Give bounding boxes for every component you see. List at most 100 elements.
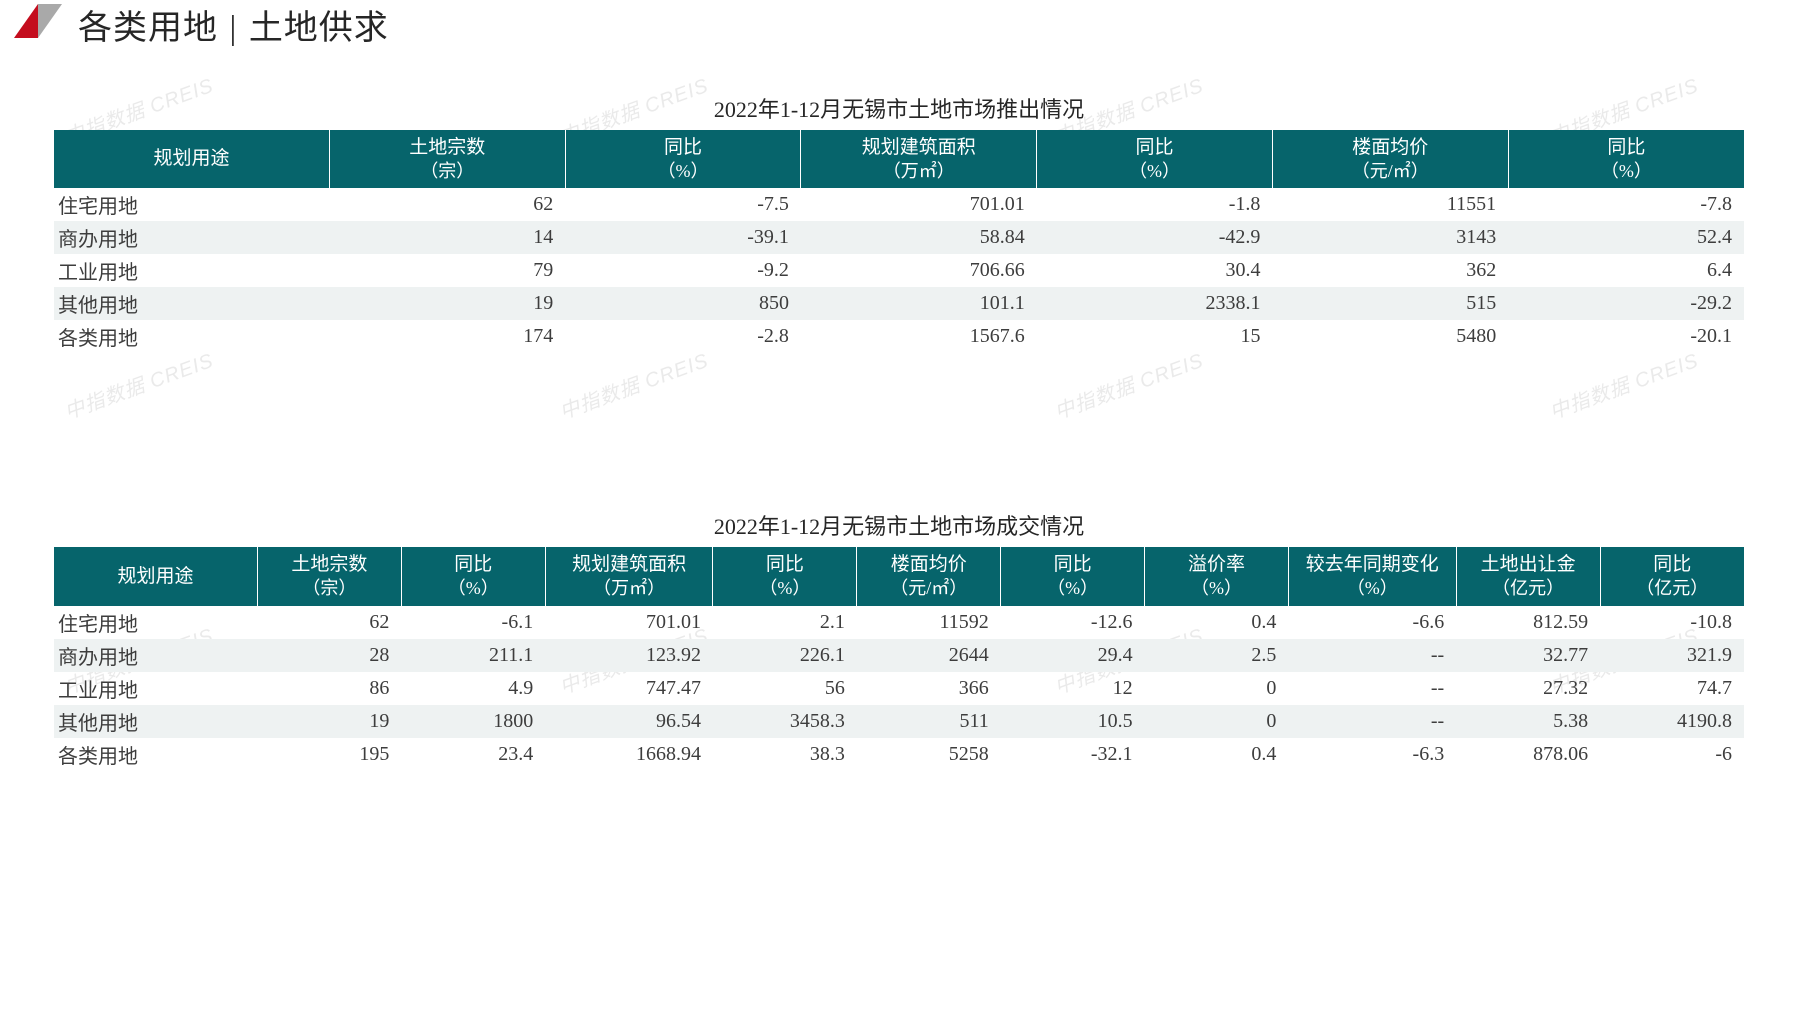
row-label: 各类用地 — [54, 738, 257, 771]
cell-value: 56 — [713, 672, 857, 705]
cell-value: 19 — [257, 705, 401, 738]
cell-value: 747.47 — [545, 672, 713, 705]
row-label: 住宅用地 — [54, 188, 329, 221]
table-row: 各类用地174-2.81567.6155480-20.1 — [54, 320, 1744, 353]
cell-value: -7.8 — [1508, 188, 1744, 221]
cell-value: 850 — [565, 287, 801, 320]
row-label: 其他用地 — [54, 705, 257, 738]
cell-value: 3458.3 — [713, 705, 857, 738]
cell-value: 362 — [1272, 254, 1508, 287]
brand-logo — [14, 4, 62, 38]
page-title: 各类用地 | 土地供求 — [78, 0, 389, 49]
cell-value: 174 — [329, 320, 565, 353]
cell-value: -6 — [1600, 738, 1744, 771]
cell-value: 79 — [329, 254, 565, 287]
cell-value: 123.92 — [545, 639, 713, 672]
cell-value: -2.8 — [565, 320, 801, 353]
row-label: 商办用地 — [54, 639, 257, 672]
cell-value: 74.7 — [1600, 672, 1744, 705]
cell-value: 878.06 — [1456, 738, 1600, 771]
cell-value: 58.84 — [801, 221, 1037, 254]
column-header: 土地宗数（宗） — [329, 130, 565, 188]
cell-value: 366 — [857, 672, 1001, 705]
cell-value: -- — [1288, 672, 1456, 705]
content-area: 2022年1-12月无锡市土地市场推出情况 规划用途土地宗数（宗）同比（%）规划… — [54, 92, 1744, 771]
cell-value: 52.4 — [1508, 221, 1744, 254]
cell-value: 2.1 — [713, 606, 857, 639]
cell-value: 511 — [857, 705, 1001, 738]
column-header: 同比（亿元） — [1600, 547, 1744, 605]
column-header: 土地出让金（亿元） — [1456, 547, 1600, 605]
table-row: 住宅用地62-7.5701.01-1.811551-7.8 — [54, 188, 1744, 221]
column-header: 规划用途 — [54, 547, 257, 605]
column-header: 同比（%） — [713, 547, 857, 605]
cell-value: -6.3 — [1288, 738, 1456, 771]
cell-value: -10.8 — [1600, 606, 1744, 639]
title-separator: | — [230, 10, 238, 48]
cell-value: 38.3 — [713, 738, 857, 771]
row-label: 住宅用地 — [54, 606, 257, 639]
cell-value: -42.9 — [1037, 221, 1273, 254]
table-row: 各类用地19523.41668.9438.35258-32.10.4-6.387… — [54, 738, 1744, 771]
cell-value: 1668.94 — [545, 738, 713, 771]
cell-value: 4190.8 — [1600, 705, 1744, 738]
cell-value: -29.2 — [1508, 287, 1744, 320]
cell-value: 0.4 — [1145, 738, 1289, 771]
column-header: 规划用途 — [54, 130, 329, 188]
table-row: 工业用地864.9747.4756366120--27.3274.7 — [54, 672, 1744, 705]
cell-value: 211.1 — [401, 639, 545, 672]
column-header: 同比（%） — [1037, 130, 1273, 188]
cell-value: 5258 — [857, 738, 1001, 771]
column-header: 楼面均价（元/㎡） — [857, 547, 1001, 605]
table-row: 商办用地14-39.158.84-42.9314352.4 — [54, 221, 1744, 254]
column-header: 楼面均价（元/㎡） — [1272, 130, 1508, 188]
cell-value: 1567.6 — [801, 320, 1037, 353]
table1: 规划用途土地宗数（宗）同比（%）规划建筑面积（万㎡）同比（%）楼面均价（元/㎡）… — [54, 130, 1744, 353]
cell-value: 62 — [329, 188, 565, 221]
column-header: 规划建筑面积（万㎡） — [801, 130, 1037, 188]
cell-value: -6.6 — [1288, 606, 1456, 639]
table-row: 其他用地19850101.12338.1515-29.2 — [54, 287, 1744, 320]
cell-value: 11551 — [1272, 188, 1508, 221]
table-row: 其他用地19180096.543458.351110.50--5.384190.… — [54, 705, 1744, 738]
cell-value: 701.01 — [801, 188, 1037, 221]
cell-value: -1.8 — [1037, 188, 1273, 221]
row-label: 商办用地 — [54, 221, 329, 254]
cell-value: 0.4 — [1145, 606, 1289, 639]
cell-value: 86 — [257, 672, 401, 705]
cell-value: 4.9 — [401, 672, 545, 705]
cell-value: -7.5 — [565, 188, 801, 221]
column-header: 较去年同期变化（%） — [1288, 547, 1456, 605]
cell-value: -20.1 — [1508, 320, 1744, 353]
cell-value: 5.38 — [1456, 705, 1600, 738]
column-header: 同比（%） — [565, 130, 801, 188]
table2-title: 2022年1-12月无锡市土地市场成交情况 — [54, 509, 1744, 541]
cell-value: 29.4 — [1001, 639, 1145, 672]
table-row: 工业用地79-9.2706.6630.43626.4 — [54, 254, 1744, 287]
table2: 规划用途土地宗数（宗）同比（%）规划建筑面积（万㎡）同比（%）楼面均价（元/㎡）… — [54, 547, 1744, 770]
cell-value: -6.1 — [401, 606, 545, 639]
cell-value: 11592 — [857, 606, 1001, 639]
column-header: 同比（%） — [401, 547, 545, 605]
cell-value: -39.1 — [565, 221, 801, 254]
cell-value: 62 — [257, 606, 401, 639]
cell-value: 6.4 — [1508, 254, 1744, 287]
row-label: 其他用地 — [54, 287, 329, 320]
column-header: 同比（%） — [1001, 547, 1145, 605]
column-header: 规划建筑面积（万㎡） — [545, 547, 713, 605]
cell-value: -- — [1288, 639, 1456, 672]
row-label: 工业用地 — [54, 672, 257, 705]
cell-value: 1800 — [401, 705, 545, 738]
table2-header-row: 规划用途土地宗数（宗）同比（%）规划建筑面积（万㎡）同比（%）楼面均价（元/㎡）… — [54, 547, 1744, 605]
cell-value: 2338.1 — [1037, 287, 1273, 320]
cell-value: 3143 — [1272, 221, 1508, 254]
logo-grey-triangle — [38, 4, 62, 38]
table-row: 商办用地28211.1123.92226.1264429.42.5--32.77… — [54, 639, 1744, 672]
cell-value: 515 — [1272, 287, 1508, 320]
cell-value: 28 — [257, 639, 401, 672]
cell-value: 0 — [1145, 705, 1289, 738]
column-header: 同比（%） — [1508, 130, 1744, 188]
page-title-right: 土地供求 — [249, 10, 389, 47]
cell-value: 15 — [1037, 320, 1273, 353]
cell-value: -12.6 — [1001, 606, 1145, 639]
